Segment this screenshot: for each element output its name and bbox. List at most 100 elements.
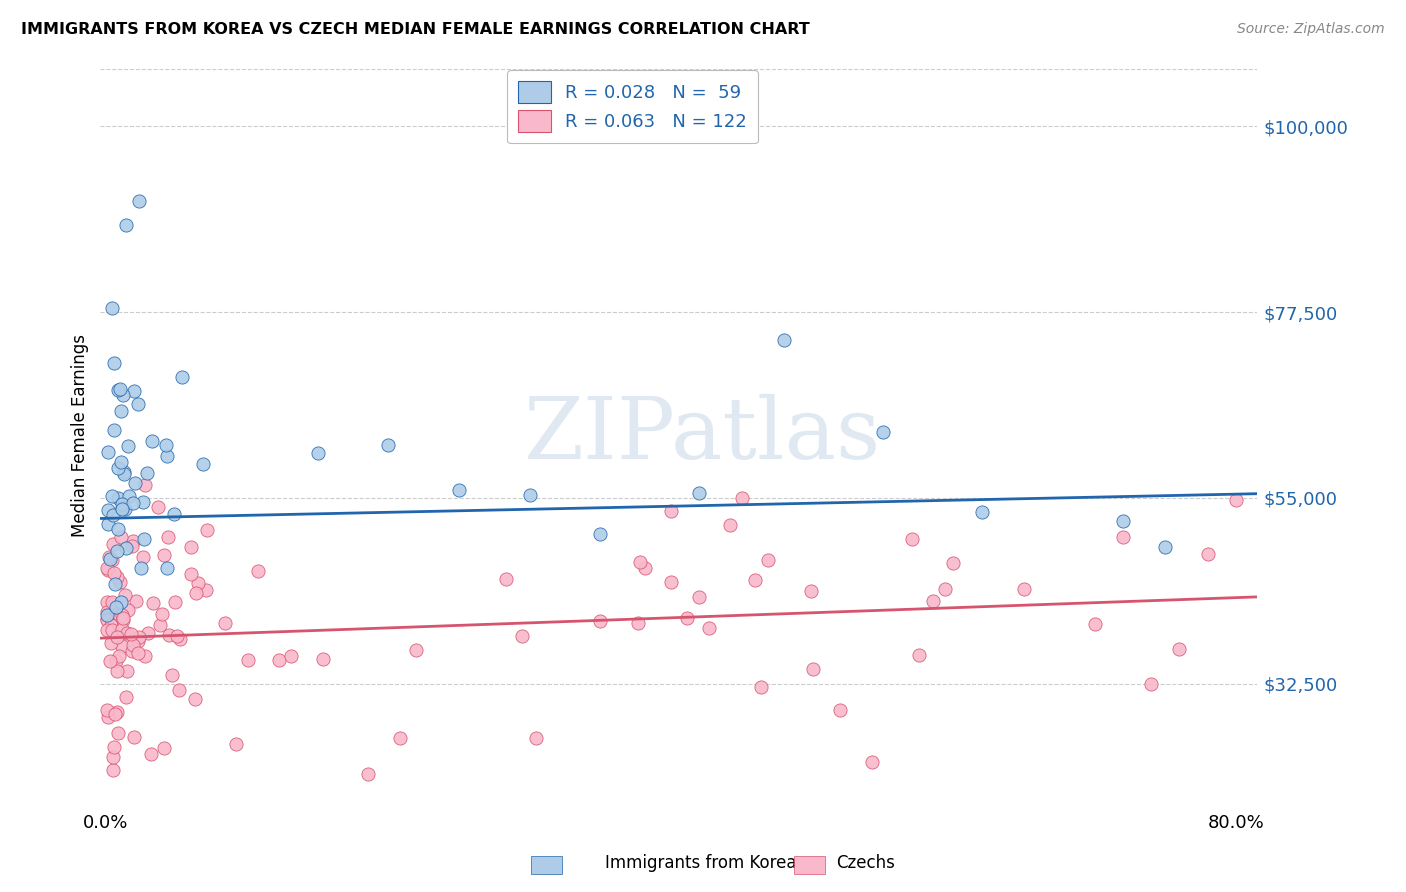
Point (103, 424, 125, 438)
Point (907, 648, 929, 662)
Point (132, 550, 155, 565)
Point (97, 503, 120, 517)
Point (730, 491, 752, 505)
Point (107, 460, 129, 475)
Point (111, 610, 134, 624)
Point (187, 575, 209, 590)
Point (103, 566, 125, 580)
Point (675, 610, 697, 624)
Point (134, 648, 156, 663)
Point (1012, 582, 1035, 596)
Point (96, 703, 118, 717)
Point (718, 518, 741, 533)
Point (377, 438, 399, 452)
Point (100, 635, 122, 649)
Point (97, 550, 120, 565)
Point (111, 639, 134, 653)
Point (136, 466, 159, 480)
Point (132, 495, 155, 509)
Text: IMMIGRANTS FROM KOREA VS CZECH MEDIAN FEMALE EARNINGS CORRELATION CHART: IMMIGRANTS FROM KOREA VS CZECH MEDIAN FE… (21, 22, 810, 37)
Point (127, 397, 149, 411)
Point (136, 626, 159, 640)
Point (103, 356, 125, 370)
Point (125, 594, 148, 608)
Point (96, 561, 118, 575)
Point (800, 583, 823, 598)
Point (167, 683, 190, 698)
Point (122, 731, 145, 745)
Point (183, 692, 205, 706)
Point (122, 384, 145, 398)
Point (744, 573, 766, 587)
Point (225, 737, 247, 751)
Point (98, 653, 121, 667)
Text: Immigrants from Korea: Immigrants from Korea (605, 855, 796, 872)
Point (1084, 616, 1107, 631)
Point (157, 530, 180, 544)
Point (510, 629, 533, 643)
Point (124, 475, 146, 490)
Point (405, 642, 427, 657)
Point (104, 599, 127, 614)
Text: Source: ZipAtlas.com: Source: ZipAtlas.com (1237, 22, 1385, 37)
Point (114, 690, 136, 704)
Point (688, 486, 710, 500)
Point (111, 613, 134, 627)
Point (101, 624, 124, 638)
Point (120, 627, 142, 641)
Point (121, 644, 143, 658)
Point (101, 552, 124, 566)
Point (96, 595, 118, 609)
Point (121, 534, 143, 549)
Point (311, 652, 333, 666)
Point (830, 703, 852, 717)
Point (141, 434, 163, 448)
Point (105, 705, 128, 719)
Point (1197, 547, 1219, 561)
Point (100, 618, 122, 632)
Point (111, 501, 134, 516)
Point (197, 523, 219, 537)
Point (900, 533, 922, 547)
Point (127, 634, 149, 648)
Point (96, 605, 118, 619)
Point (97, 517, 120, 532)
Point (107, 491, 129, 506)
Point (101, 537, 124, 551)
Point (134, 533, 156, 547)
Point (101, 750, 124, 764)
Point (773, 334, 796, 348)
Point (236, 653, 259, 667)
Point (128, 630, 150, 644)
Point (688, 590, 710, 604)
Point (163, 595, 186, 609)
Point (110, 530, 132, 544)
Point (101, 489, 124, 503)
Point (107, 630, 129, 644)
Point (97, 563, 120, 577)
Point (114, 219, 136, 233)
Point (634, 561, 657, 575)
Point (111, 502, 134, 516)
Point (156, 450, 179, 464)
Point (172, 370, 194, 384)
Point (519, 487, 541, 501)
Point (921, 594, 943, 608)
Point (108, 575, 131, 590)
Point (142, 596, 165, 610)
Point (1225, 493, 1247, 508)
Point (111, 622, 134, 636)
Point (108, 382, 131, 396)
Point (107, 726, 129, 740)
Point (104, 606, 127, 620)
Point (155, 438, 177, 452)
Point (1154, 540, 1177, 554)
Point (697, 621, 720, 635)
Y-axis label: Median Female Earnings: Median Female Earnings (72, 334, 89, 537)
Point (112, 467, 135, 481)
Point (246, 565, 269, 579)
Point (589, 614, 612, 628)
Point (186, 585, 208, 599)
Point (96, 613, 118, 627)
Point (214, 615, 236, 630)
